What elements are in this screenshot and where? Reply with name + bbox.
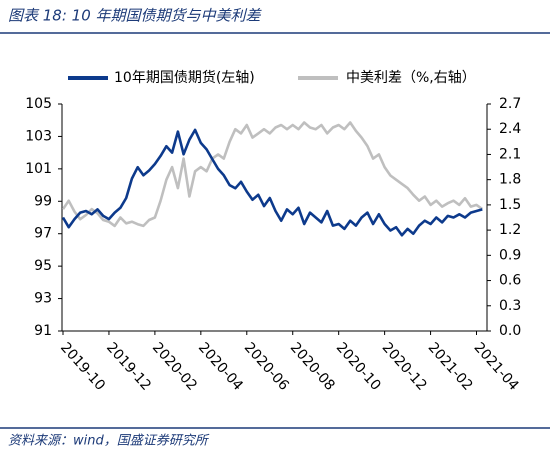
y-tick-label: 105	[25, 96, 52, 112]
y-tick-label: 95	[34, 258, 52, 274]
x-tick-label: 2019-12	[103, 340, 154, 394]
y2-tick-label: 1.8	[499, 172, 521, 188]
y-tick-label: 101	[25, 161, 52, 177]
x-tick-label: 2020-02	[149, 340, 200, 394]
y-tick-label: 93	[34, 291, 52, 307]
x-tick-label: 2020-10	[333, 340, 384, 394]
y-tick-label: 91	[34, 323, 52, 339]
x-tick-label: 2021-04	[471, 340, 522, 394]
y2-tick-label: 0.0	[499, 323, 521, 339]
series-line	[61, 121, 484, 228]
legend-label: 中美利差（%,右轴）	[346, 70, 476, 86]
y2-tick-label: 0.9	[499, 247, 521, 263]
x-tick-label: 2020-12	[379, 340, 430, 394]
x-tick-label: 2020-06	[241, 340, 292, 394]
chart-title: 图表 18: 10 年期国债期货与中美利差	[8, 7, 263, 25]
legend-label: 10年期国债期货(左轴)	[114, 69, 255, 86]
x-tick-label: 2019-10	[57, 340, 108, 394]
x-tick-label: 2021-02	[425, 340, 476, 394]
y-tick-label: 97	[34, 226, 52, 242]
y2-tick-label: 1.5	[499, 197, 521, 213]
y2-tick-label: 2.7	[499, 96, 521, 112]
x-tick-label: 2020-04	[195, 340, 246, 394]
y2-tick-label: 0.3	[499, 298, 521, 314]
y2-tick-label: 1.2	[499, 222, 521, 238]
y-tick-label: 103	[25, 128, 52, 144]
source: 资料来源：wind，国盛证券研究所	[8, 433, 210, 449]
y2-tick-label: 2.4	[499, 121, 521, 137]
x-tick-label: 2020-08	[287, 340, 338, 394]
y-tick-label: 99	[34, 193, 52, 209]
series-line	[61, 128, 483, 237]
y2-tick-label: 0.6	[499, 273, 521, 289]
y2-tick-label: 2.1	[499, 146, 521, 162]
